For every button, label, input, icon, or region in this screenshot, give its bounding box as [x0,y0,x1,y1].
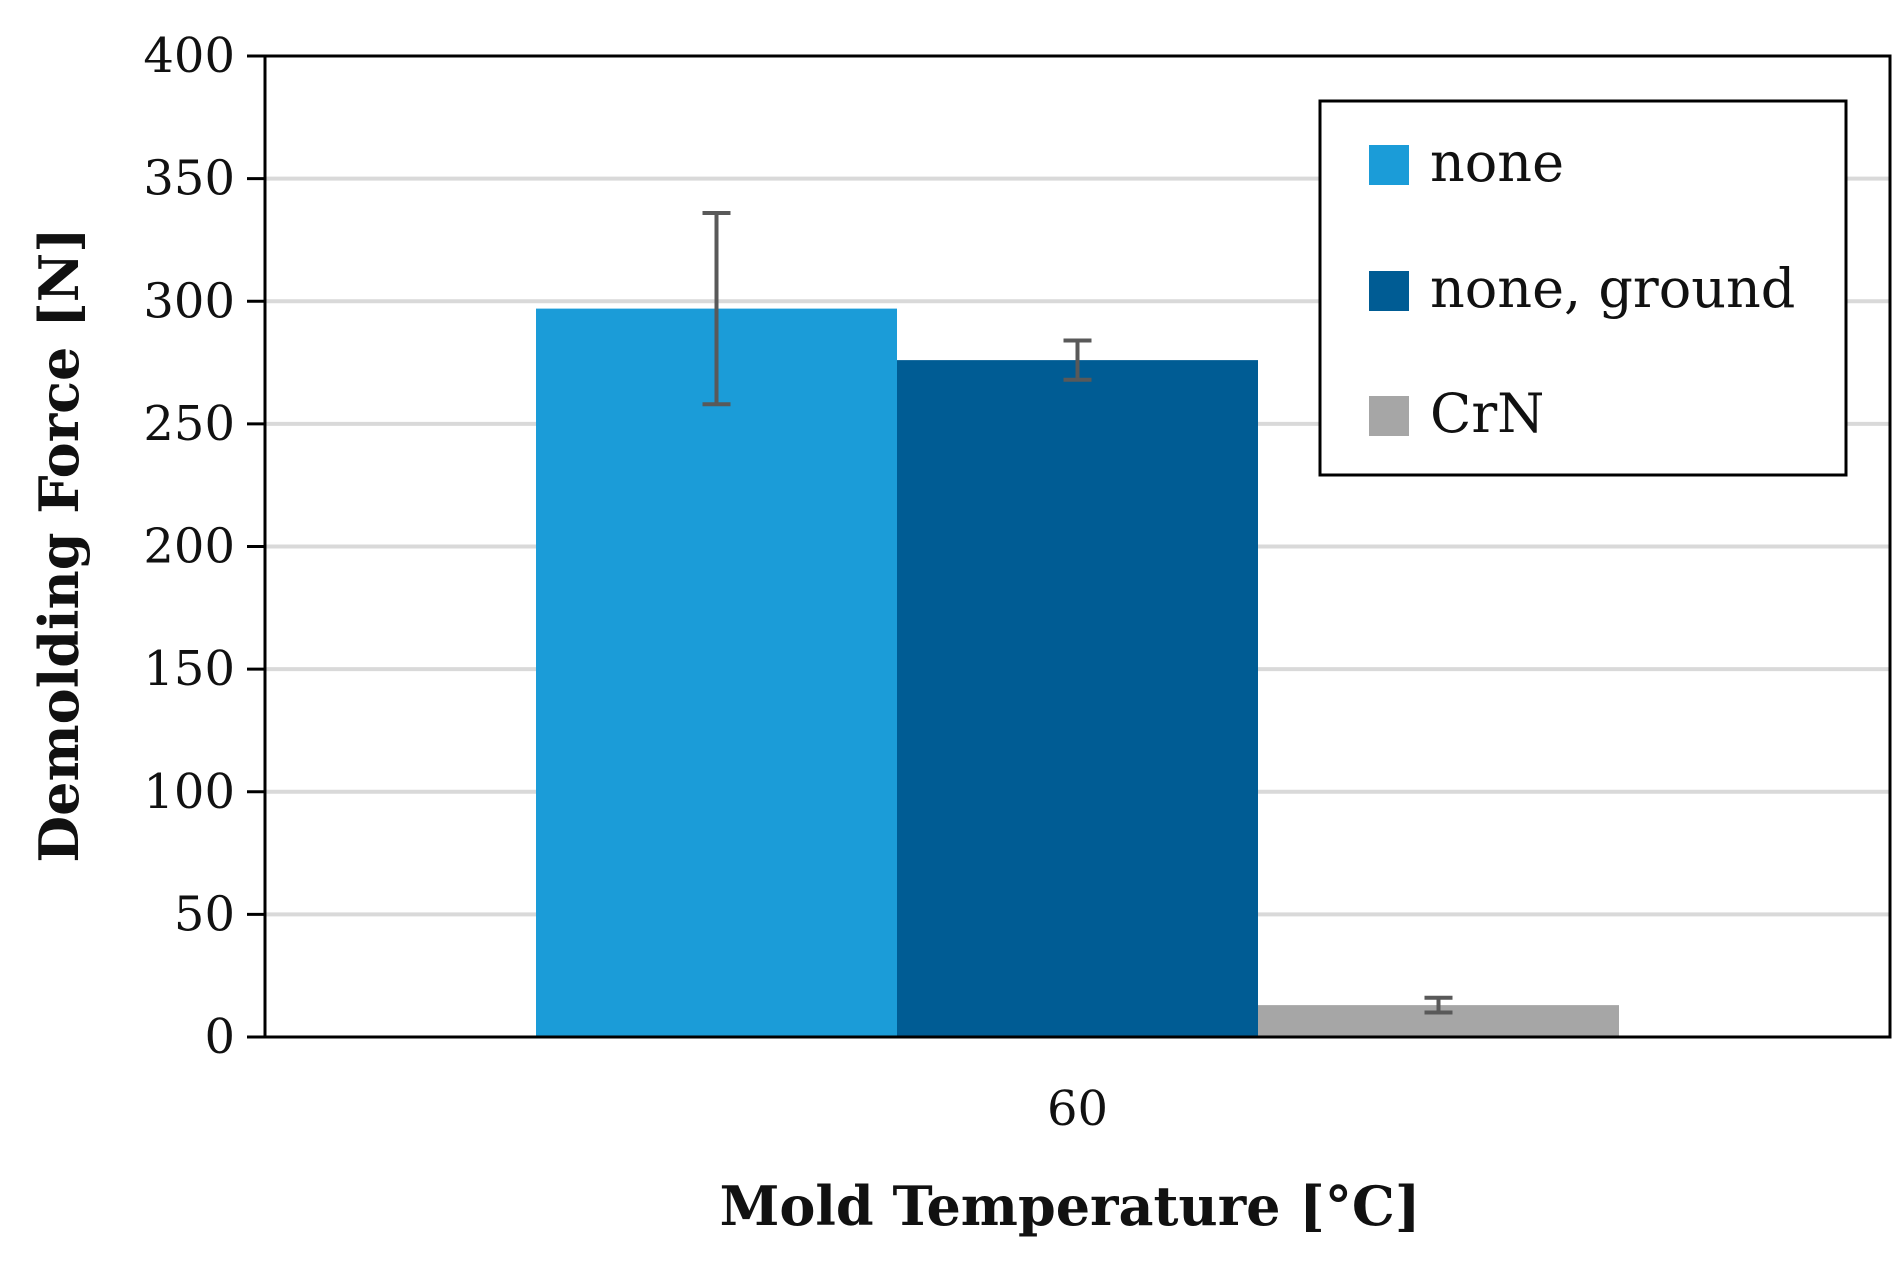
y-axis-title: Demolding Force [N] [27,227,91,862]
bar-none-ground [897,360,1258,1037]
legend-swatch [1369,271,1409,311]
legend-swatch [1369,145,1409,185]
y-tick-label: 350 [143,151,235,207]
y-tick-label: 50 [174,886,235,942]
y-tick-label: 200 [143,519,235,575]
bar-none [536,308,897,1037]
legend-label: CrN [1430,382,1544,445]
axes [247,54,1892,1039]
x-tick-label: 60 [1047,1081,1108,1137]
y-tick-label: 300 [143,273,235,329]
legend-label: none, ground [1430,257,1795,320]
tick-labels: 0 50 100 150 200 250 300 350 400 60 [143,28,1108,1137]
y-tick-label: 0 [204,1009,235,1065]
y-tick-label: 250 [143,396,235,452]
y-tick-label: 150 [143,641,235,697]
error-bars [702,210,1453,1015]
x-axis-title: Mold Temperature [°C] [720,1174,1421,1238]
legend-swatch [1369,396,1409,436]
legend: none none, ground CrN [1318,99,1848,477]
bars [536,308,1619,1037]
plot-frame [263,54,1892,1039]
legend-label: none [1430,131,1564,194]
y-tick-label: 400 [143,28,235,84]
y-tick-label: 100 [143,764,235,820]
